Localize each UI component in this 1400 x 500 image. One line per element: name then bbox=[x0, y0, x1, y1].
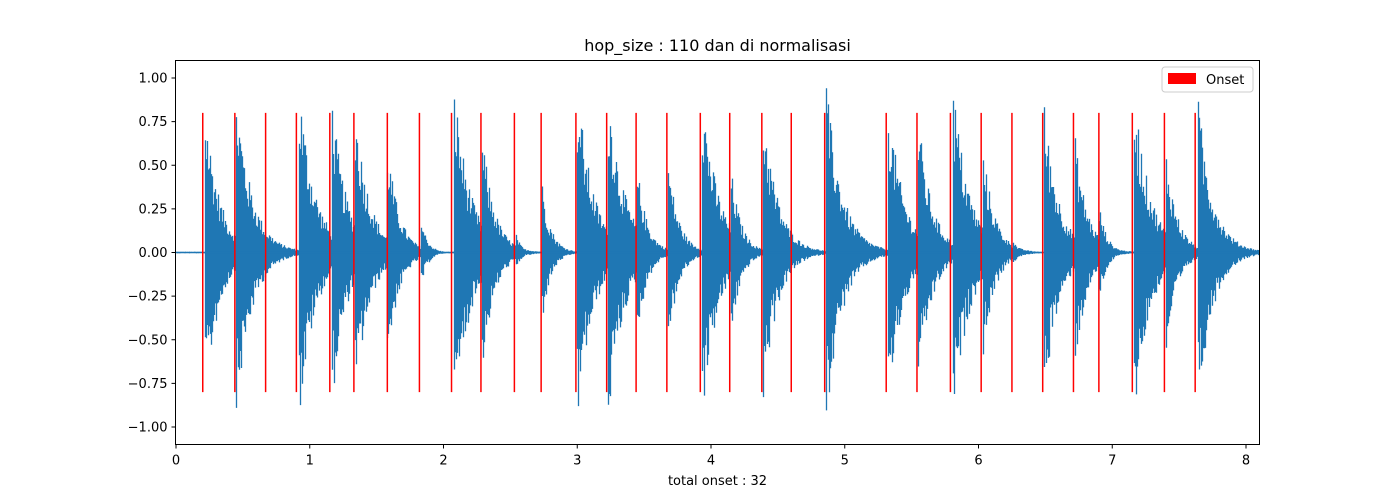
y-tick-label: −1.00 bbox=[128, 421, 168, 436]
y-tick-label: −0.25 bbox=[128, 290, 168, 305]
x-axis-ticks: 0 1 2 3 4 5 6 7 8 bbox=[172, 444, 1250, 469]
x-tick-label: 4 bbox=[707, 454, 715, 469]
y-tick-label: 0.75 bbox=[139, 115, 168, 130]
x-axis-label: total onset : 32 bbox=[668, 474, 767, 489]
y-tick-label: 0.00 bbox=[139, 246, 168, 261]
waveform-signal bbox=[175, 88, 1260, 411]
x-tick-label: 2 bbox=[439, 454, 447, 469]
chart-title: hop_size : 110 dan di normalisasi bbox=[584, 36, 851, 56]
y-tick-label: −0.75 bbox=[128, 377, 168, 392]
y-tick-label: 0.50 bbox=[139, 159, 168, 174]
x-tick-label: 0 bbox=[172, 454, 180, 469]
legend-label-onset: Onset bbox=[1206, 73, 1244, 88]
legend-swatch-onset bbox=[1168, 73, 1196, 84]
x-tick-label: 7 bbox=[1108, 454, 1116, 469]
waveform-layer bbox=[175, 88, 1260, 411]
x-tick-label: 6 bbox=[974, 454, 982, 469]
onset-markers bbox=[202, 112, 1196, 393]
x-tick-label: 1 bbox=[306, 454, 314, 469]
y-tick-label: −0.50 bbox=[128, 333, 168, 348]
x-tick-label: 8 bbox=[1242, 454, 1250, 469]
x-tick-label: 3 bbox=[573, 454, 581, 469]
y-axis-ticks: −1.00 −0.75 −0.50 −0.25 0.00 0.25 0.50 0.75 1.00 bbox=[128, 72, 176, 436]
legend: Onset bbox=[1161, 66, 1254, 93]
x-tick-label: 5 bbox=[841, 454, 849, 469]
y-tick-label: 1.00 bbox=[139, 72, 168, 87]
y-tick-label: 0.25 bbox=[139, 202, 168, 217]
